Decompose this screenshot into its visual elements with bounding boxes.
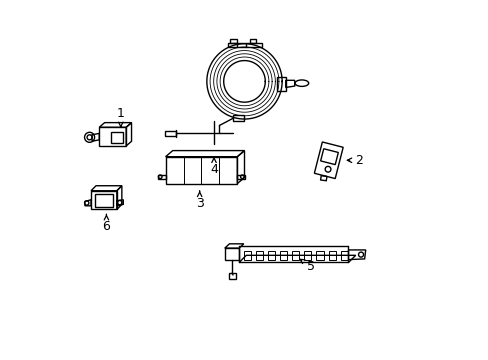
Bar bbox=[244, 251, 250, 260]
Text: 4: 4 bbox=[210, 157, 218, 176]
Bar bbox=[328, 251, 335, 260]
Bar bbox=[95, 194, 113, 207]
Bar bbox=[316, 251, 323, 260]
Bar bbox=[249, 39, 256, 43]
Text: 1: 1 bbox=[117, 107, 124, 127]
Bar bbox=[230, 39, 236, 43]
Text: 2: 2 bbox=[346, 154, 363, 167]
Bar bbox=[255, 251, 263, 260]
Bar bbox=[99, 127, 126, 146]
Text: 6: 6 bbox=[102, 215, 110, 233]
Bar bbox=[165, 157, 237, 184]
Bar bbox=[292, 251, 299, 260]
Bar bbox=[111, 132, 122, 143]
Bar bbox=[267, 251, 275, 260]
Bar bbox=[91, 191, 117, 210]
Text: 3: 3 bbox=[195, 191, 203, 210]
Text: 5: 5 bbox=[300, 259, 314, 273]
Bar bbox=[228, 273, 235, 279]
Bar bbox=[280, 251, 286, 260]
Bar bbox=[340, 251, 347, 260]
Bar bbox=[304, 251, 311, 260]
